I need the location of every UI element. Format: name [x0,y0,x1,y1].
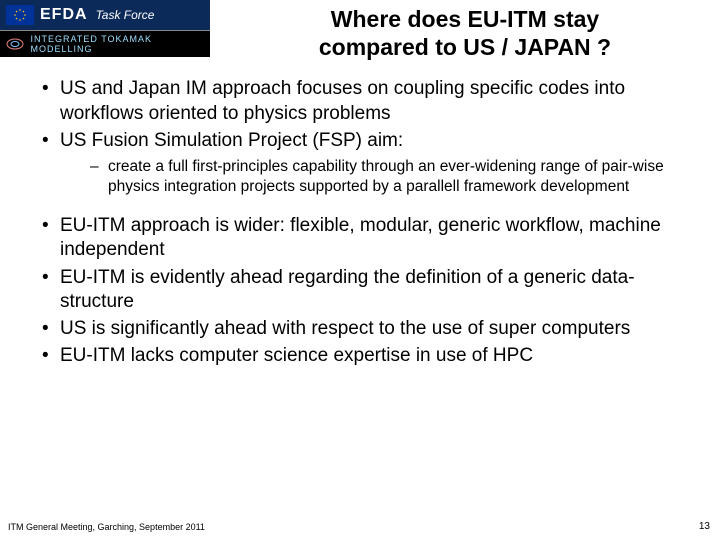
bullet-list: EU-ITM approach is wider: flexible, modu… [40,214,690,369]
bullet-list: US and Japan IM approach focuses on coup… [40,77,690,196]
bullet-text: US Fusion Simulation Project (FSP) aim: [60,130,403,151]
itm-bar: INTEGRATED TOKAMAK MODELLING [0,31,210,57]
title-line2: compared to US / JAPAN ? [319,34,611,60]
bullet-item: EU-ITM is evidently ahead regarding the … [40,266,690,315]
itm-line-label: INTEGRATED TOKAMAK MODELLING [31,34,204,54]
task-force-label: Task Force [96,8,155,22]
title-line1: Where does EU-ITM stay [331,6,599,32]
bullet-item: US and Japan IM approach focuses on coup… [40,77,690,126]
sub-bullet-item: create a full first-principles capabilit… [90,157,690,196]
page-number: 13 [699,521,710,532]
sub-bullet-list: create a full first-principles capabilit… [90,157,690,196]
header: EFDA Task Force INTEGRATED TOKAMAK MODEL… [0,0,720,61]
footer-left: ITM General Meeting, Garching, September… [8,522,205,532]
eu-flag-icon [6,5,34,25]
efda-label: EFDA [40,6,88,24]
efda-bar: EFDA Task Force [0,0,210,30]
logo-block: EFDA Task Force INTEGRATED TOKAMAK MODEL… [0,0,210,57]
title-block: Where does EU-ITM stay compared to US / … [210,0,720,61]
content: US and Japan IM approach focuses on coup… [0,61,720,369]
bullet-item: US Fusion Simulation Project (FSP) aim: … [40,129,690,196]
bullet-item: EU-ITM approach is wider: flexible, modu… [40,214,690,263]
tokamak-icon [6,37,25,51]
bullet-item: US is significantly ahead with respect t… [40,317,690,341]
bullet-item: EU-ITM lacks computer science expertise … [40,344,690,368]
page-title: Where does EU-ITM stay compared to US / … [220,6,710,61]
